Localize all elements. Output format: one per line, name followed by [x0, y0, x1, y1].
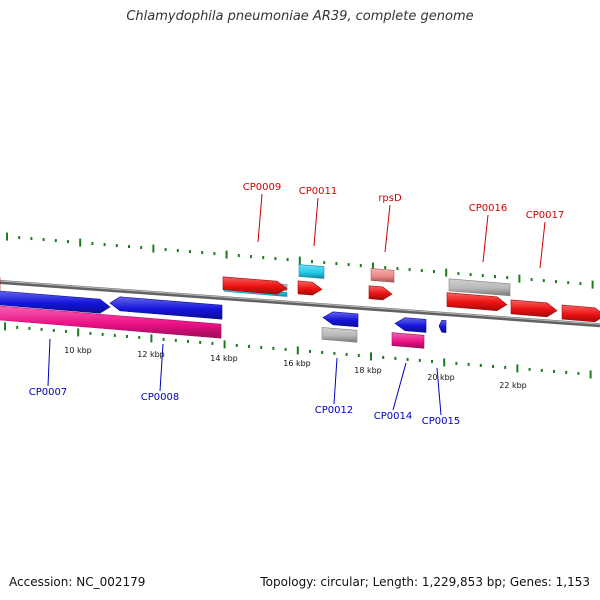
map-title: Chlamydophila pneumoniae AR39, complete … [126, 9, 474, 24]
gene-features [0, 264, 600, 349]
gene-cp0009 [222, 276, 288, 295]
scale-ticks [4, 232, 594, 379]
forward-gene-label: CP0009 [243, 182, 281, 193]
reverse-gene-label: CP0007 [29, 387, 67, 398]
leader-line [384, 204, 391, 253]
leader-line [539, 221, 546, 269]
reverse-gene-label: CP0015 [422, 416, 460, 427]
gene-cp0017 [510, 299, 558, 318]
leader-line [257, 193, 263, 243]
gene-rpsd [368, 285, 393, 301]
backbone-highlight [0, 280, 600, 325]
gene-cp0011-top [298, 264, 325, 279]
leader-line [313, 197, 319, 247]
scale-label: 20 kbp [427, 373, 455, 382]
gene-cp0016 [446, 292, 508, 312]
leader-line [333, 357, 338, 405]
forward-gene-label: CP0016 [469, 203, 507, 214]
reverse-gene-label: CP0014 [374, 411, 412, 422]
gene-cp0018 [561, 304, 600, 323]
leader-line [47, 338, 51, 387]
reverse-gene-label: CP0008 [141, 392, 179, 403]
gene-cp0007 [0, 290, 111, 314]
forward-gene-label: CP0017 [526, 210, 564, 221]
scale-label: 10 kbp [64, 346, 92, 355]
scale-label: 14 kbp [210, 354, 238, 363]
gene-labels: CP0009 CP0011 rpsD CP0016 CP0017 CP0007 CP0008… [29, 182, 564, 427]
reverse-gene-label: CP0012 [315, 405, 353, 416]
forward-gene-label: CP0011 [299, 186, 337, 197]
genome-backbone [0, 280, 600, 328]
scale-labels: 10 kbp 12 kbp 14 kbp 16 kbp 18 kbp 20 kbp 22 k… [64, 346, 527, 390]
scale-label: 12 kbp [137, 350, 165, 359]
label-leaders [47, 193, 546, 416]
leader-line [482, 214, 489, 263]
gene-cp0012 [322, 311, 359, 328]
gene-cp0016-top [448, 278, 511, 297]
gene-cp0014-lower [391, 332, 425, 349]
gene-pink-band [0, 305, 222, 339]
gene-cp0014 [394, 317, 427, 333]
gene-rpsd-top [370, 268, 395, 283]
gene-cp0015 [438, 319, 447, 333]
gene-cp0008 [109, 296, 223, 320]
scale-label: 18 kbp [354, 366, 382, 375]
genome-stats-label: Topology: circular; Length: 1,229,853 bp… [260, 575, 590, 589]
backbone-line [0, 280, 600, 328]
gene-cp0011 [297, 280, 323, 296]
leader-line [392, 362, 407, 411]
leader-line [159, 343, 164, 392]
scale-label: 16 kbp [283, 359, 311, 368]
leader-line [436, 367, 442, 416]
forward-gene-label: rpsD [378, 193, 402, 204]
accession-label: Accession: NC_002179 [9, 575, 146, 589]
scale-label: 22 kbp [499, 381, 527, 390]
gene-cp0012-lower [321, 327, 358, 343]
